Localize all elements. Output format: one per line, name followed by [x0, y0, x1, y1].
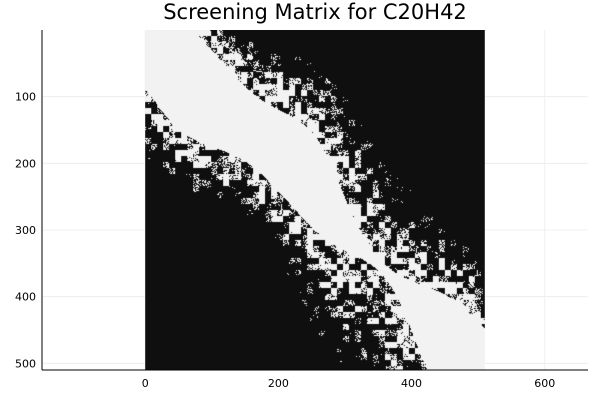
y-tick-label: 500 [15, 357, 36, 370]
x-tick-label: 200 [268, 377, 289, 390]
y-tick-label: 200 [15, 157, 36, 170]
x-tick-label: 600 [534, 377, 555, 390]
x-tick-label: 0 [142, 377, 149, 390]
y-tick-labels: 100 200 300 400 500 [15, 91, 36, 371]
y-tick-label: 400 [15, 291, 36, 304]
heatmap [145, 30, 485, 370]
axes [41, 30, 588, 371]
screening-matrix-cells [145, 30, 485, 370]
x-tick-label: 400 [401, 377, 422, 390]
y-tick-label: 100 [15, 91, 36, 104]
x-tick-labels: 0 200 400 600 [142, 377, 556, 390]
y-tick-label: 300 [15, 224, 36, 237]
chart-title: Screening Matrix for C20H42 [163, 0, 467, 24]
